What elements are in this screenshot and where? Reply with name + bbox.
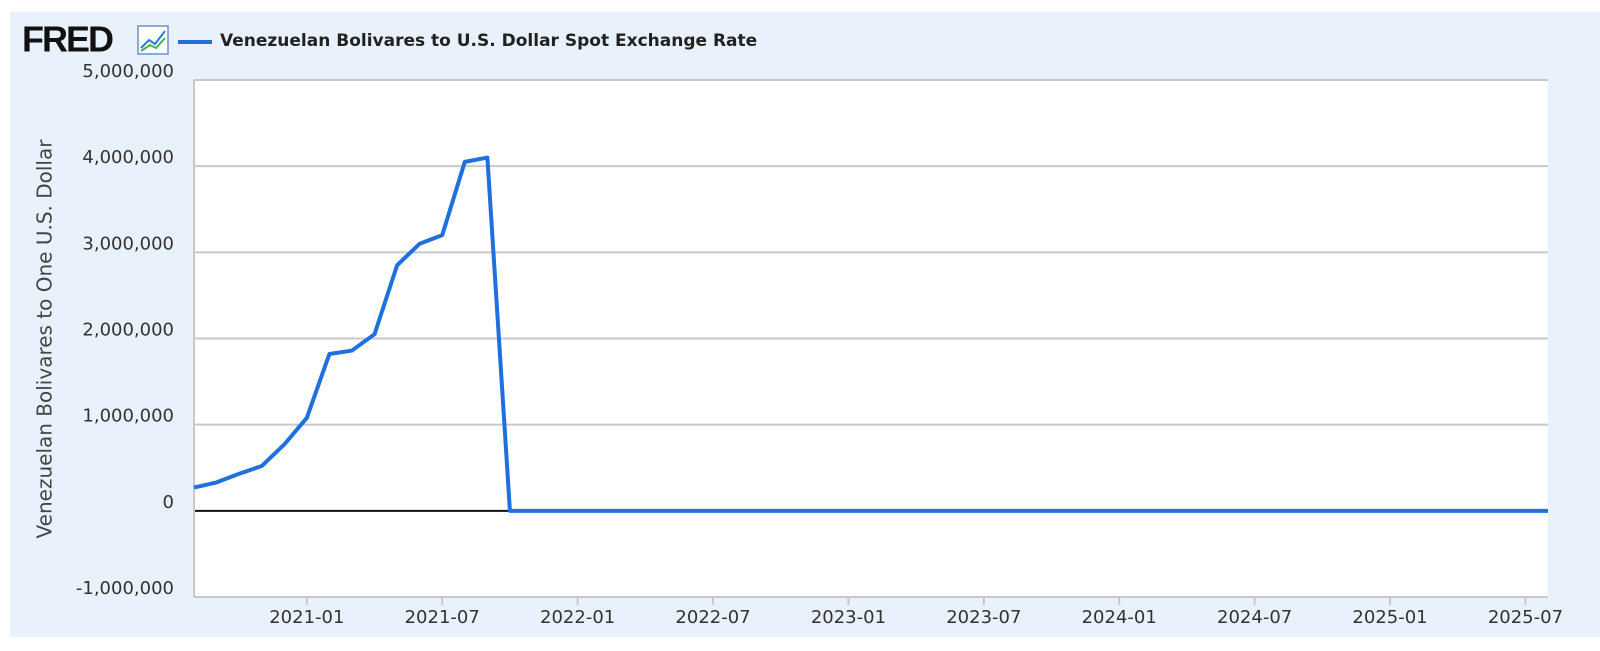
x-tick-label: 2021-07 [405, 607, 480, 628]
y-tick-label: 3,000,000 [82, 233, 174, 254]
logo-icon [137, 25, 169, 55]
logo[interactable]: FRED [22, 19, 115, 60]
x-tick-label: 2022-07 [675, 607, 750, 628]
y-tick-label: 4,000,000 [82, 147, 174, 168]
y-tick-label: 2,000,000 [82, 320, 174, 341]
x-tick-label: 2021-01 [269, 607, 344, 628]
x-tick-label: 2024-07 [1217, 607, 1292, 628]
x-tick-label: 2024-01 [1082, 607, 1157, 628]
series-line [193, 155, 1549, 513]
x-tick-label: 2023-07 [946, 607, 1021, 628]
x-tick-label: 2025-01 [1352, 607, 1427, 628]
legend-label[interactable]: Venezuelan Bolivares to U.S. Dollar Spot… [220, 31, 757, 51]
y-tick-label: 0 [163, 492, 174, 513]
y-tick-label: 1,000,000 [82, 406, 174, 427]
x-tick-label: 2023-01 [811, 607, 886, 628]
x-tick-label: 2025-07 [1488, 607, 1563, 628]
y-axis-label: Venezuelan Bolivares to One U.S. Dollar [33, 139, 57, 539]
y-tick-label: 5,000,000 [82, 61, 174, 82]
y-tick-label: -1,000,000 [76, 578, 174, 599]
x-tick-label: 2022-01 [540, 607, 615, 628]
